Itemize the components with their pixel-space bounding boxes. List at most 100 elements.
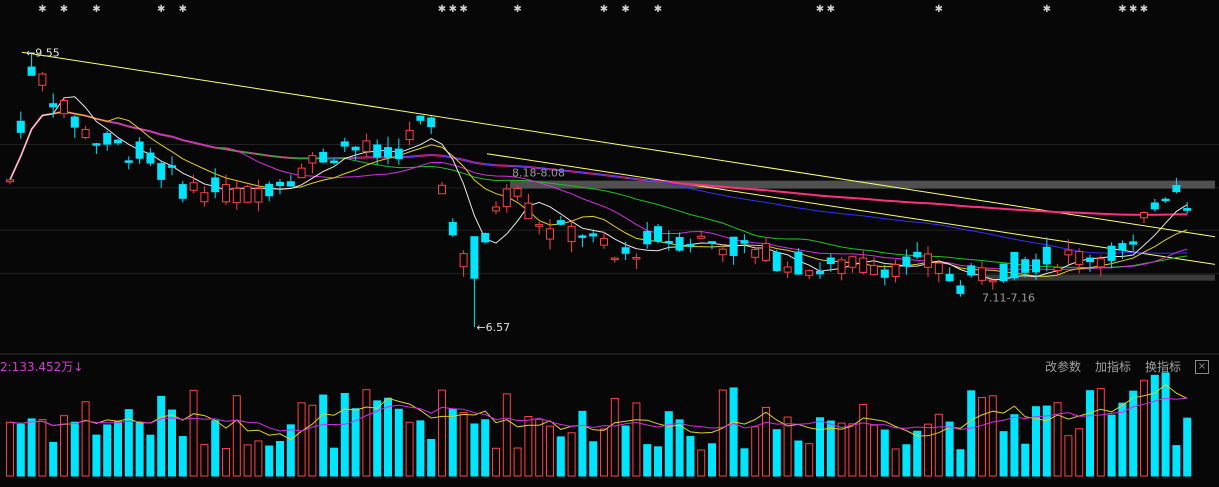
candle-down [178, 184, 187, 199]
volume-bar [740, 448, 749, 477]
volume-bar [319, 394, 328, 477]
volume-bar [524, 416, 533, 477]
candle-down [1086, 257, 1094, 263]
volume-bar [600, 428, 608, 477]
candle-down [643, 231, 652, 245]
volume-bar [373, 400, 382, 477]
candle-up [222, 184, 230, 203]
indicator-toolbar: 改参数 加指标 换指标 × [1045, 358, 1209, 375]
candle-up [200, 192, 209, 203]
candle-down [1032, 259, 1040, 273]
candle-down [319, 151, 328, 163]
candle-down [351, 146, 360, 151]
event-marker-icon: ✱ [60, 4, 68, 15]
candle-down [70, 116, 79, 128]
lower-zone-label: 7.11-7.16 [982, 291, 1035, 304]
volume-bar [945, 421, 954, 477]
candle-down [49, 103, 58, 108]
volume-bar [362, 389, 371, 477]
volume-bar [38, 419, 47, 477]
event-marker-icon: ✱ [1043, 4, 1051, 15]
change-params-button[interactable]: 改参数 [1044, 360, 1081, 374]
candle-down [92, 143, 101, 146]
candle-down [481, 232, 490, 243]
candle-up [535, 224, 544, 227]
candle-down [740, 240, 749, 244]
switch-indicator-button[interactable]: 换指标 [1144, 360, 1181, 374]
volume-bar [837, 422, 846, 477]
candle-down [168, 165, 176, 168]
volume-bar [124, 409, 133, 477]
volume-bar [27, 418, 36, 477]
volume-bar [956, 449, 965, 477]
volume-bar [556, 436, 565, 477]
volume-bar [189, 389, 198, 477]
volume-bar [589, 441, 598, 477]
candle-up [254, 188, 263, 203]
event-marker-icon: ✱ [513, 4, 521, 15]
candle-down [945, 273, 954, 282]
candle-up [891, 263, 900, 278]
volume-bar [805, 443, 814, 477]
add-indicator-button[interactable]: 加指标 [1094, 360, 1131, 374]
volume-bar [103, 424, 112, 477]
volume-bar [1140, 379, 1148, 477]
volume-bar [632, 402, 641, 477]
candle-down [124, 160, 133, 163]
candle-down [211, 177, 220, 193]
ma5-line [9, 96, 1188, 280]
volume-bar [254, 440, 263, 477]
candle-up [567, 225, 576, 243]
volume-bar [664, 411, 673, 477]
candle-up [1096, 258, 1105, 268]
volume-bar [1161, 372, 1170, 477]
volume-bar [351, 408, 360, 477]
volume-bar [654, 446, 662, 477]
volume-bar [870, 424, 878, 477]
volume-bar [859, 404, 868, 477]
volume-bar [49, 441, 58, 477]
candle-down [880, 269, 889, 278]
volume-bar [384, 397, 392, 477]
candle-down [816, 270, 824, 275]
volume-bar [6, 421, 14, 477]
close-icon[interactable]: × [1195, 359, 1209, 374]
volume-bar [924, 423, 932, 477]
volume-bar [232, 395, 241, 477]
candle-up [1075, 251, 1084, 265]
ma10-line [9, 110, 1188, 277]
volume-bar [438, 389, 446, 477]
volume-bar [1042, 405, 1051, 477]
candle-up [405, 129, 414, 141]
event-marker-icon: ✱ [1140, 4, 1148, 15]
candle-up [243, 186, 252, 203]
candle-down [902, 256, 911, 267]
candle-up [232, 187, 241, 204]
volume-bar [81, 401, 90, 477]
candle-down [913, 251, 922, 258]
candle-up [848, 256, 857, 268]
high-price-label: ←9.55 [26, 46, 60, 59]
candle-down [686, 243, 695, 247]
candle-down [470, 236, 479, 279]
candle-up [610, 257, 619, 261]
candle-up [6, 179, 14, 183]
volume-bar [913, 430, 922, 477]
candle-down [578, 235, 587, 238]
volume-bar [114, 421, 122, 477]
low-price-label: ←6.57 [476, 321, 510, 334]
candle-up [81, 128, 90, 139]
volume-bar [1096, 388, 1105, 477]
volume-bar [286, 424, 295, 477]
candle-down [146, 152, 155, 164]
candle-down [114, 139, 122, 144]
candle-up [1064, 249, 1073, 256]
event-marker-icon: ✱ [621, 4, 629, 15]
candle-down [967, 265, 976, 276]
candle-up [362, 140, 371, 152]
volume-bar [967, 390, 976, 477]
volume-bar [60, 415, 68, 477]
candle-down [956, 285, 965, 294]
candle-up [297, 167, 306, 179]
candle-down [1172, 185, 1181, 193]
